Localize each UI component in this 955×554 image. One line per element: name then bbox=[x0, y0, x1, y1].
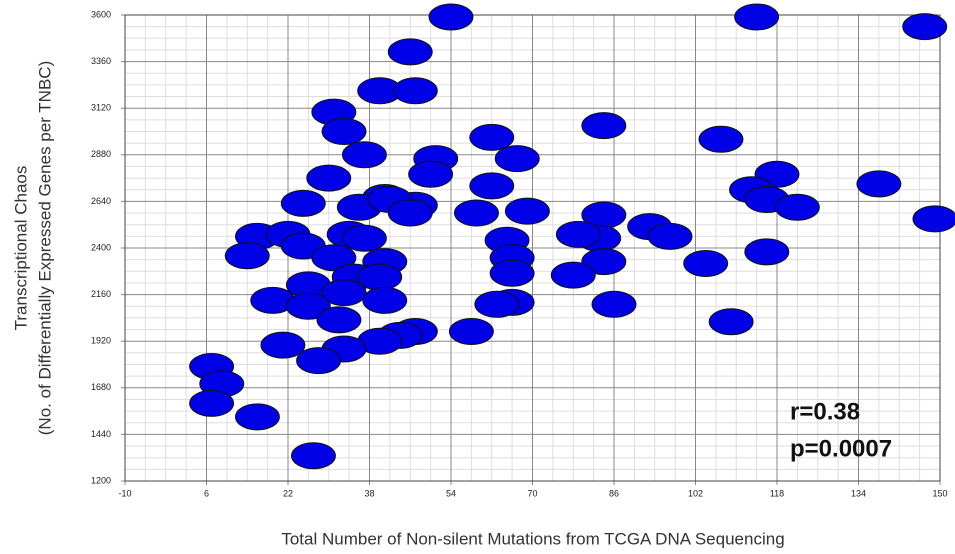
point bbox=[708, 308, 754, 336]
y-axis-title: (No. of Differentially Expressed Genes p… bbox=[35, 61, 54, 435]
point bbox=[647, 222, 693, 250]
point bbox=[902, 13, 948, 41]
point bbox=[856, 170, 902, 198]
point bbox=[469, 172, 515, 200]
point bbox=[316, 306, 362, 334]
point bbox=[555, 220, 601, 248]
y-tick-label: 1440 bbox=[91, 429, 111, 439]
plot-frame bbox=[124, 14, 941, 482]
point bbox=[683, 250, 729, 278]
x-tick-label: -10 bbox=[118, 488, 131, 498]
point bbox=[550, 261, 596, 289]
x-tick-label: 22 bbox=[283, 488, 293, 498]
x-tick-label: 118 bbox=[770, 488, 784, 498]
point bbox=[290, 442, 336, 470]
x-tick-label: 150 bbox=[932, 488, 947, 498]
point bbox=[311, 244, 357, 272]
x-tick-label: 86 bbox=[609, 488, 619, 498]
point bbox=[341, 141, 387, 169]
point bbox=[428, 3, 474, 31]
y-tick-label: 2400 bbox=[91, 242, 111, 252]
point bbox=[489, 259, 535, 287]
y-tick-label: 3360 bbox=[91, 56, 111, 66]
point bbox=[392, 77, 438, 105]
point bbox=[744, 238, 790, 266]
x-axis-title: Total Number of Non-silent Mutations fro… bbox=[281, 529, 784, 548]
point bbox=[504, 197, 550, 225]
point bbox=[341, 224, 387, 252]
point bbox=[285, 292, 331, 320]
point bbox=[224, 242, 270, 270]
point bbox=[474, 290, 520, 318]
point bbox=[494, 145, 540, 173]
point bbox=[448, 317, 494, 345]
point bbox=[408, 160, 454, 188]
x-tick-label: 54 bbox=[446, 488, 456, 498]
x-tick-label: 38 bbox=[364, 488, 374, 498]
point bbox=[581, 112, 627, 140]
point bbox=[387, 38, 433, 66]
point bbox=[774, 193, 820, 221]
point bbox=[698, 125, 744, 153]
point bbox=[321, 118, 367, 145]
y-tick-label: 1200 bbox=[91, 475, 111, 485]
point bbox=[189, 389, 235, 417]
point bbox=[260, 331, 306, 359]
y-tick-label: 2640 bbox=[91, 196, 111, 206]
point bbox=[306, 164, 352, 192]
point bbox=[280, 189, 326, 217]
point bbox=[469, 123, 515, 151]
point bbox=[321, 279, 367, 307]
point bbox=[296, 347, 342, 375]
y-axis-title: Transcriptional Chaos bbox=[11, 166, 30, 331]
point bbox=[453, 199, 499, 227]
x-tick-label: 134 bbox=[851, 488, 866, 498]
annotation: r=0.38 bbox=[790, 398, 860, 425]
point bbox=[734, 3, 780, 31]
point bbox=[581, 248, 627, 276]
y-tick-label: 1680 bbox=[91, 382, 111, 392]
point bbox=[912, 205, 955, 233]
point bbox=[234, 403, 280, 431]
x-tick-label: 102 bbox=[688, 488, 703, 498]
y-tick-label: 3120 bbox=[91, 103, 111, 113]
x-tick-label: 70 bbox=[527, 488, 537, 498]
x-tick-label: 6 bbox=[204, 488, 209, 498]
y-tick-label: 2160 bbox=[91, 289, 111, 299]
y-tick-label: 1920 bbox=[91, 336, 111, 346]
point bbox=[387, 199, 433, 227]
y-tick-label: 3600 bbox=[91, 9, 111, 19]
point bbox=[357, 263, 403, 291]
y-tick-label: 2880 bbox=[91, 149, 111, 159]
annotation: p=0.0007 bbox=[790, 435, 892, 462]
point bbox=[362, 286, 408, 314]
point bbox=[591, 290, 637, 318]
